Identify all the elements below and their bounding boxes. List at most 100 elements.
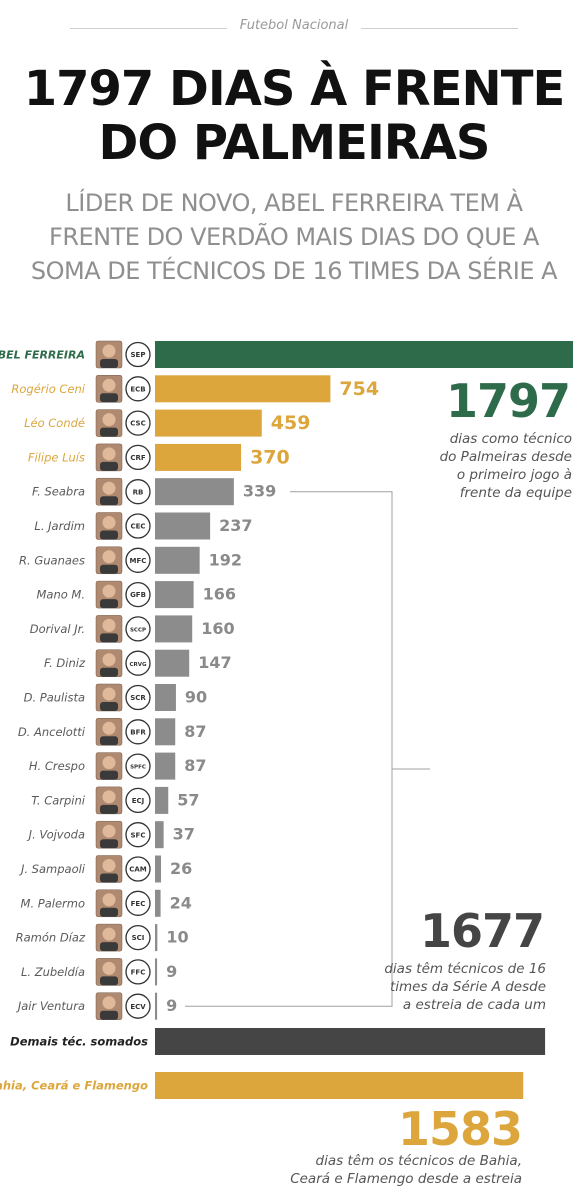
coach-photo-icon [100,976,118,986]
coach-label: Léo Condé [24,416,85,430]
coach-photo-icon [102,996,116,1010]
bar [155,375,331,403]
coach-photo-icon [102,790,116,804]
cruzeiro-crest-icon [125,513,151,539]
bar [155,512,211,540]
annotation-abel-line: dias como técnico [449,431,572,447]
bar-value-label: 147 [198,653,231,672]
coach-photo-icon [100,461,118,471]
coach-photo-icon [100,667,118,677]
juventude-crest-icon: ECJ [132,797,145,805]
coach-photo-icon [100,804,118,814]
vitoria-crest-icon [125,993,151,1019]
bar [155,821,164,849]
coach-photo-icon [100,942,118,952]
bar-value-label: 90 [185,688,207,707]
bar [155,752,176,780]
bahia-crest-icon [125,376,151,402]
fluminense-crest-icon: FFC [131,969,146,977]
santos-crest-icon: SFC [131,831,146,839]
juventude-crest-icon [125,787,151,814]
coach-label: L. Jardim [34,519,85,533]
coach-photo-icon [100,530,118,540]
bar [155,615,193,643]
total-bar [155,1072,524,1099]
coach-photo-icon [100,702,118,711]
annotation-demais-line: a estreia de cada um [402,997,546,1013]
bar [155,992,158,1020]
coach-photo-icon [102,961,116,975]
palmeiras-crest-icon: SEP [131,351,146,359]
coach-label: Mano M. [36,588,85,602]
subtitle-line-2: FRENTE DO VERDÃO MAIS DIAS DO QUE A [49,223,539,251]
bar-value-label: 237 [219,516,252,535]
coach-photo-icon [102,584,116,598]
vitoria-crest-icon: ECV [130,1003,146,1011]
title-line-1: 1797 DIAS À FRENTE [23,61,566,117]
subtitle-line-3: SOMA DE TÉCNICOS DE 16 TIMES DA SÉRIE A [30,257,558,285]
section-rule-right [361,28,518,29]
sport-crest-icon [125,684,151,711]
coach-photo-icon [100,839,118,849]
subtitle-line-1: LÍDER DE NOVO, ABEL FERREIRA TEM À [65,189,523,217]
coach-label: H. Crespo [29,759,85,773]
annotation-trio-value: 1583 [397,1102,523,1156]
cruzeiro-crest-icon: CEC [130,523,145,531]
gremio-crest-icon: GFB [130,591,146,599]
bar-value-label: 87 [184,756,206,775]
santos-crest-icon [125,822,151,848]
coach-photo-icon [102,653,116,667]
bragantino-crest-icon [125,479,151,505]
bar-value-label: 9 [166,962,177,981]
coach-photo-icon [100,393,118,403]
botafogo-crest-icon [125,719,151,745]
bar-value-label: 57 [177,790,199,809]
coach-label: J. Vojvoda [27,828,85,842]
bahia-crest-icon: ECB [130,385,145,393]
annotation-trio-text: dias têm os técnicos de Bahia, Ceará e F… [260,1152,522,1188]
coach-photo-icon [100,427,118,437]
coach-photo-icon [100,907,118,917]
bar-value-label: 339 [243,482,276,501]
annotation-demais-line: times da Série A desde [389,979,546,995]
sao-paulo-crest-icon: SPFC [130,765,146,771]
bar [155,855,162,883]
mirassol-crest-icon: MFC [130,557,147,565]
bar-value-label: 26 [170,859,192,878]
fortaleza-crest-icon [125,890,151,916]
coach-photo-icon [102,344,116,358]
coach-photo-icon [100,633,118,643]
coach-label: Jair Ventura [16,999,85,1013]
corinthians-crest-icon: SCCP [130,628,146,634]
bar-value-label: 166 [203,585,236,604]
coach-photo-icon [100,873,118,883]
annotation-demais-line: dias têm técnicos de 16 [384,961,546,977]
annotation-trio-line: dias têm os técnicos de Bahia, [315,1153,522,1169]
bar [155,649,190,677]
coach-photo-icon [102,687,116,701]
fortaleza-crest-icon: FEC [131,900,146,908]
coach-days-bar-chart: ABEL FERREIRA SEP Rogério Ceni ECB 754 Léo Co… [0,340,573,1099]
page-title: 1797 DIAS À FRENTE DO PALMEIRAS [0,62,588,170]
coach-label: Ramón Díaz [16,931,86,945]
coach-photo-icon [100,736,118,746]
section-rule-left [70,28,227,29]
gremio-crest-icon [125,581,151,608]
total-label: Demais téc. somados [10,1035,148,1049]
bar-value-label: 459 [271,412,311,434]
bar [155,684,176,711]
bar [155,581,194,609]
sao-paulo-crest-icon [125,753,151,779]
coach-photo-icon [102,378,116,392]
coach-label: M. Palermo [21,896,85,910]
bar-value-label: 37 [173,825,195,844]
bar-value-label: 10 [166,928,188,947]
total-bar [155,1028,546,1055]
annotation-abel-line: frente da equipe [459,485,572,501]
coach-photo-icon [102,516,116,529]
coach-photo-icon [100,564,118,574]
annotation-abel-value: 1797 [445,374,571,428]
coach-label: Filipe Luís [28,450,85,464]
coach-label: D. Ancelotti [18,725,86,739]
atletico-mg-crest-icon [125,856,151,882]
